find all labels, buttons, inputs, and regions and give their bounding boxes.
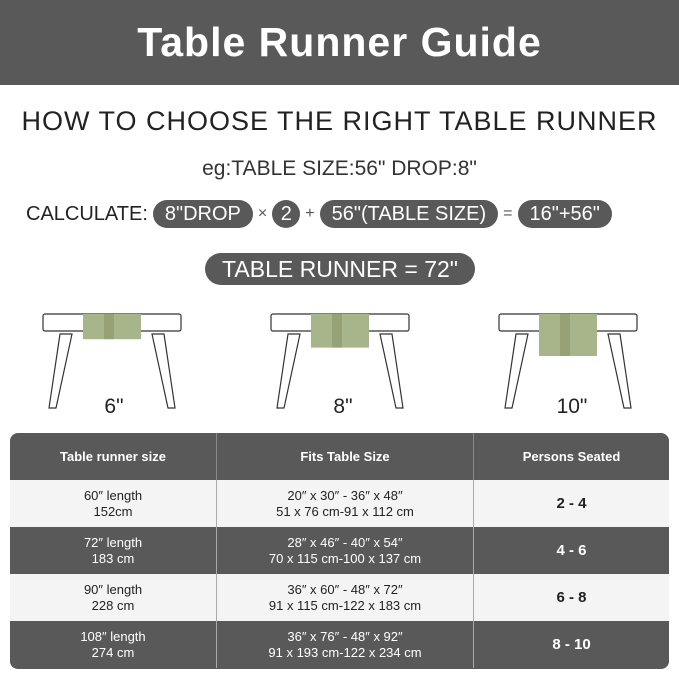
fits-inches: 28″ x 46″ - 40″ x 54″: [287, 534, 403, 550]
table-leg: [379, 333, 404, 409]
equals-sign: =: [503, 205, 513, 222]
table-leg: [48, 333, 73, 409]
size-inches: 72″ length: [83, 534, 143, 550]
example-text: eg:TABLE SIZE:56" DROP:8": [202, 157, 477, 180]
total-pill: TABLE RUNNER = 72": [205, 253, 475, 285]
persons-cell: 2 - 4: [556, 494, 587, 512]
size-cm: 183 cm: [91, 550, 135, 566]
table-header-row: Table runner size Fits Table Size Person…: [10, 433, 669, 480]
size-table: Table runner size Fits Table Size Person…: [10, 433, 669, 669]
drop-label: 10": [556, 395, 588, 418]
size-inches: 108″ length: [80, 628, 146, 644]
table-leg: [151, 333, 176, 409]
runner-size-cell: 60″ length 152cm: [10, 480, 217, 527]
page-title: Table Runner Guide: [0, 0, 679, 85]
fits-cm: 91 x 193 cm-122 x 234 cm: [268, 644, 422, 660]
size-cm: 228 cm: [91, 597, 135, 613]
heading: HOW TO CHOOSE THE RIGHT TABLE RUNNER: [21, 106, 658, 136]
fits-cm: 70 x 115 cm-100 x 137 cm: [268, 550, 422, 566]
persons-cell: 4 - 6: [556, 541, 587, 559]
runner-stripe: [332, 314, 342, 348]
drop-label: 8": [333, 395, 353, 418]
runner-size-cell: 108″ length 274 cm: [10, 621, 217, 668]
two-pill: 2: [272, 200, 301, 228]
runner-size-cell: 90″ length 228 cm: [10, 574, 217, 621]
table-size-pill: 56"(TABLE SIZE): [319, 200, 499, 228]
fits-cell: 20″ x 30″ - 36″ x 48″ 51 x 76 cm-91 x 112…: [217, 480, 474, 527]
persons-cell: 6 - 8: [556, 588, 587, 606]
calculation-row: CALCULATE: 8"DROP × 2 + 56"(TABLE SIZE) …: [26, 200, 612, 228]
column-header: Persons Seated: [522, 448, 621, 464]
table-row: 60″ length 152cm 20″ x 30″ - 36″ x 48″ 51 …: [10, 480, 669, 527]
fits-cm: 51 x 76 cm-91 x 112 cm: [276, 503, 414, 519]
runner-stripe: [560, 314, 570, 356]
fits-cell: 36″ x 60″ - 48″ x 72″ 91 x 115 cm-122 x 1…: [217, 574, 474, 621]
size-inches: 90″ length: [83, 581, 143, 597]
drop-pill: 8"DROP: [152, 200, 253, 228]
table-leg: [607, 333, 632, 409]
table-leg: [504, 333, 529, 409]
calculate-label: CALCULATE:: [26, 202, 148, 225]
result-pill: 16"+56": [517, 200, 612, 228]
table-leg: [276, 333, 301, 409]
fits-inches: 36″ x 60″ - 48″ x 72″: [287, 581, 403, 597]
times-sign: ×: [257, 205, 268, 222]
size-cm: 152cm: [93, 503, 133, 519]
fits-cell: 36″ x 76″ - 48″ x 92″ 91 x 193 cm-122 x 2…: [217, 621, 474, 668]
runner-stripe: [104, 314, 114, 340]
runner-size-cell: 72″ length 183 cm: [10, 527, 217, 574]
table-row: 90″ length 228 cm 36″ x 60″ - 48″ x 72″ 91…: [10, 574, 669, 621]
column-header: Fits Table Size: [217, 433, 474, 480]
table-illustrations: [42, 313, 638, 409]
table-row: 72″ length 183 cm 28″ x 46″ - 40″ x 54″ 70…: [10, 527, 669, 574]
persons-cell: 8 - 10: [552, 635, 591, 653]
fits-inches: 36″ x 76″ - 48″ x 92″: [287, 628, 403, 644]
plus-sign: +: [305, 205, 315, 222]
column-header: Table runner size: [10, 433, 217, 480]
drop-label: 6": [104, 395, 124, 418]
size-cm: 274 cm: [91, 644, 135, 660]
fits-cell: 28″ x 46″ - 40″ x 54″ 70 x 115 cm-100 x 1…: [217, 527, 474, 574]
size-inches: 60″ length: [83, 487, 143, 503]
fits-inches: 20″ x 30″ - 36″ x 48″: [287, 487, 403, 503]
table-row: 108″ length 274 cm 36″ x 76″ - 48″ x 92″ 9…: [10, 621, 669, 668]
fits-cm: 91 x 115 cm-122 x 183 cm: [268, 597, 422, 613]
